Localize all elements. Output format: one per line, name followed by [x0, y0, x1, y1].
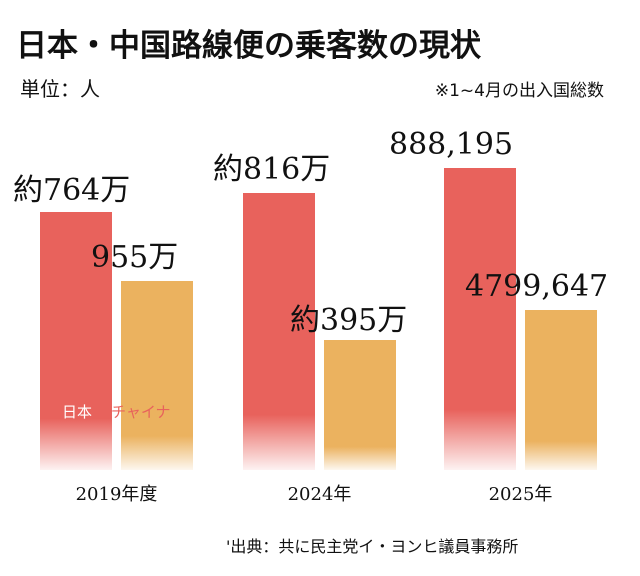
value-label-china-2: 約395万: [290, 303, 407, 338]
x-tick-label-2: 2024年: [288, 484, 352, 505]
x-tick-labels-group: 2019年度 2024年 2025年: [76, 484, 553, 505]
bar-japan-3: [444, 168, 516, 470]
bar-japan-2: [243, 193, 315, 470]
value-label-china-1: 955万: [91, 240, 178, 275]
x-tick-label-3: 2025年: [489, 484, 553, 505]
value-label-japan-2: 約816万: [213, 152, 330, 187]
legend-item-japan: 日本: [62, 403, 92, 421]
bar-china-2: [324, 340, 396, 470]
value-label-china-3: 4799,647: [465, 269, 608, 304]
value-label-japan-1: 約764万: [13, 173, 130, 208]
value-label-japan-3: 888,195: [389, 127, 513, 162]
bar-china-3: [525, 310, 597, 470]
bar-china-1: [121, 281, 193, 470]
legend-item-china: チャイナ: [111, 403, 171, 421]
source-note: '出典：共に民主党イ・ヨンヒ議員事務所: [226, 537, 518, 556]
bar-japan-1: [40, 212, 112, 470]
x-tick-label-1: 2019年度: [76, 484, 158, 505]
bars-group: [40, 168, 597, 470]
chart-title: 日本・中国路線便の乗客数の現状: [16, 28, 482, 64]
period-note: ※1~4月の出入国総数: [435, 81, 604, 101]
legend: 日本 チャイナ: [62, 403, 171, 421]
unit-label: 単位：人: [20, 77, 100, 101]
